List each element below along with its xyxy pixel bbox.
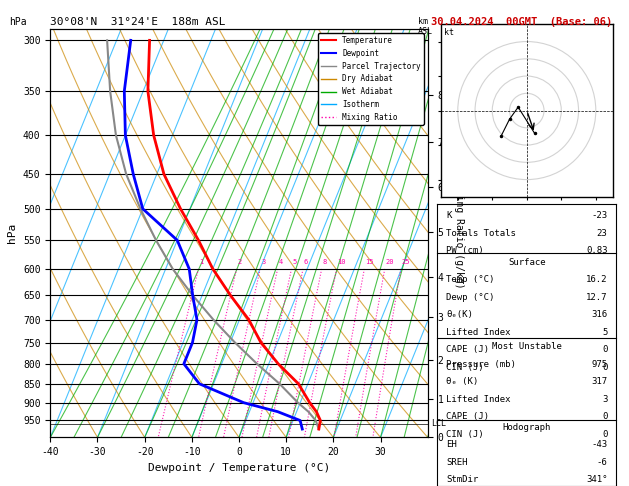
Text: hPa: hPa [9,17,27,27]
Text: Most Unstable: Most Unstable [492,342,562,351]
Text: 0.83: 0.83 [586,246,608,255]
Text: Totals Totals: Totals Totals [446,228,516,238]
Text: Lifted Index: Lifted Index [446,328,511,337]
Text: θₑ (K): θₑ (K) [446,377,479,386]
Text: 30°08'N  31°24'E  188m ASL: 30°08'N 31°24'E 188m ASL [50,17,226,27]
Text: EH: EH [446,440,457,449]
Text: SREH: SREH [446,457,467,467]
Text: kt: kt [444,28,454,37]
Text: StmDir: StmDir [446,475,479,484]
X-axis label: Dewpoint / Temperature (°C): Dewpoint / Temperature (°C) [148,463,330,473]
Text: 1: 1 [199,259,204,265]
Text: 0: 0 [602,345,608,354]
Text: 3: 3 [261,259,265,265]
Text: km
ASL: km ASL [418,17,433,36]
Text: 0: 0 [602,363,608,371]
Text: 4: 4 [279,259,283,265]
Text: CIN (J): CIN (J) [446,363,484,371]
Text: Hodograph: Hodograph [503,423,551,432]
Text: PW (cm): PW (cm) [446,246,484,255]
Text: θₑ(K): θₑ(K) [446,310,473,319]
Text: -23: -23 [591,211,608,220]
Text: CIN (J): CIN (J) [446,430,484,439]
Text: Pressure (mb): Pressure (mb) [446,360,516,369]
Text: 6: 6 [304,259,308,265]
Text: Lifted Index: Lifted Index [446,395,511,404]
Text: Surface: Surface [508,258,545,267]
Text: -6: -6 [597,457,608,467]
Text: 23: 23 [597,228,608,238]
Text: CAPE (J): CAPE (J) [446,345,489,354]
Y-axis label: hPa: hPa [8,223,18,243]
Text: Dewp (°C): Dewp (°C) [446,293,494,302]
Text: -43: -43 [591,440,608,449]
Text: 341°: 341° [586,475,608,484]
Text: 5: 5 [292,259,297,265]
Text: 15: 15 [365,259,374,265]
Text: 975: 975 [591,360,608,369]
Text: 317: 317 [591,377,608,386]
Legend: Temperature, Dewpoint, Parcel Trajectory, Dry Adiabat, Wet Adiabat, Isotherm, Mi: Temperature, Dewpoint, Parcel Trajectory… [318,33,424,125]
Text: 3: 3 [602,395,608,404]
Text: 5: 5 [602,328,608,337]
Text: 30.04.2024  00GMT  (Base: 06): 30.04.2024 00GMT (Base: 06) [431,17,612,27]
Text: 316: 316 [591,310,608,319]
Text: 12.7: 12.7 [586,293,608,302]
Text: 25: 25 [402,259,410,265]
Text: 2: 2 [238,259,242,265]
Text: 0: 0 [602,430,608,439]
Text: 20: 20 [386,259,394,265]
Text: 8: 8 [323,259,327,265]
Text: LCL: LCL [431,419,447,429]
Text: 16.2: 16.2 [586,275,608,284]
Y-axis label: Mixing Ratio (g/kg): Mixing Ratio (g/kg) [454,177,464,289]
Text: K: K [446,211,452,220]
Text: 10: 10 [338,259,346,265]
Text: CAPE (J): CAPE (J) [446,412,489,421]
Text: 0: 0 [602,412,608,421]
Text: Temp (°C): Temp (°C) [446,275,494,284]
